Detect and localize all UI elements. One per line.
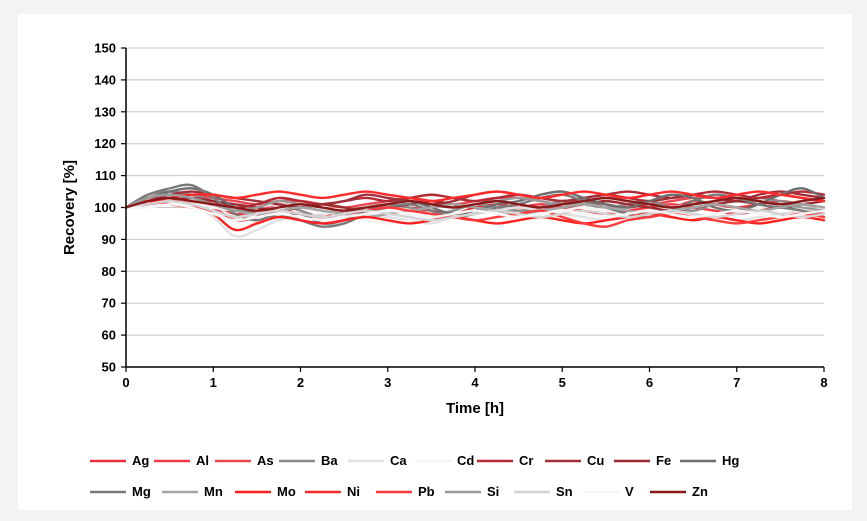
legend-item-pb: Pb	[376, 484, 435, 499]
y-tick-70: 70	[102, 296, 116, 311]
legend-label-cu: Cu	[587, 453, 604, 468]
legend-item-zn: Zn	[650, 484, 708, 499]
legend-label-sn: Sn	[556, 484, 573, 499]
legend-item-mg: Mg	[90, 484, 151, 499]
series-line-zn	[124, 196, 826, 212]
x-tick-8: 8	[820, 375, 827, 390]
legend-item-ni: Ni	[305, 484, 360, 499]
legend-label-mo: Mo	[277, 484, 296, 499]
legend-item-ba: Ba	[279, 453, 338, 468]
y-tick-80: 80	[102, 264, 116, 279]
legend-label-cr: Cr	[519, 453, 533, 468]
chart-panel: 50 60 70 80 90 100 110 120 130 140 150 0 1 2 3 4 5 6 7 8 T…	[18, 14, 852, 510]
axes	[125, 48, 824, 368]
legend-label-ba: Ba	[321, 453, 338, 468]
legend-label-si: Si	[487, 484, 499, 499]
legend-item-ag: Ag	[90, 453, 149, 468]
x-tick-2: 2	[297, 375, 304, 390]
legend-item-cd: Cd	[415, 453, 474, 468]
y-tick-60: 60	[102, 328, 116, 343]
legend-label-as: As	[257, 453, 274, 468]
legend-label-ag: Ag	[132, 453, 149, 468]
x-tick-6: 6	[646, 375, 653, 390]
legend-label-mg: Mg	[132, 484, 151, 499]
y-axis-title: Recovery [%]	[61, 160, 78, 255]
legend-item-sn: Sn	[514, 484, 573, 499]
legend-item-as: As	[215, 453, 274, 468]
legend-item-al: Al	[154, 453, 209, 468]
y-tick-110: 110	[95, 168, 116, 183]
legend-label-hg: Hg	[722, 453, 739, 468]
recovery-line-chart: 50 60 70 80 90 100 110 120 130 140 150 0 1 2 3 4 5 6 7 8 T…	[61, 41, 828, 500]
legend-label-v: V	[625, 484, 634, 499]
legend-label-ni: Ni	[347, 484, 360, 499]
legend-label-fe: Fe	[656, 453, 671, 468]
legend-item-mo: Mo	[235, 484, 296, 499]
legend-item-fe: Fe	[614, 453, 671, 468]
series-line-sn	[124, 199, 826, 222]
legend-label-al: Al	[196, 453, 209, 468]
y-tick-130: 130	[94, 104, 116, 119]
y-tick-100: 100	[94, 200, 116, 215]
legend-item-cu: Cu	[545, 453, 604, 468]
x-tick-7: 7	[733, 375, 740, 390]
x-tick-3: 3	[384, 375, 391, 390]
legend-label-ca: Ca	[390, 453, 407, 468]
y-tick-labels: 50 60 70 80 90 100 110 120 130 140 150	[94, 41, 116, 375]
x-tick-labels: 0 1 2 3 4 5 6 7 8	[122, 375, 827, 390]
series-line-ni	[124, 190, 826, 209]
legend-label-cd: Cd	[457, 453, 474, 468]
legend-item-si: Si	[445, 484, 499, 499]
legend-label-zn: Zn	[692, 484, 708, 499]
legend-label-pb: Pb	[418, 484, 435, 499]
y-tick-140: 140	[94, 72, 116, 87]
x-tick-0: 0	[122, 375, 129, 390]
y-tick-90: 90	[102, 232, 116, 247]
x-tick-1: 1	[210, 375, 217, 390]
y-tick-50: 50	[102, 360, 116, 375]
y-tick-120: 120	[94, 136, 116, 151]
series-line-cr	[124, 190, 826, 209]
series-line-mn	[124, 193, 826, 219]
legend-item-ca: Ca	[348, 453, 407, 468]
legend-item-v: V	[583, 484, 634, 499]
x-tick-5: 5	[559, 375, 566, 390]
legend-item-cr: Cr	[477, 453, 533, 468]
legend: Ag Al As Ba Ca Cd Cr Cu Fe Hg Mg Mn Mo Ni Pb Si Sn V Zn	[90, 453, 739, 499]
x-tick-4: 4	[471, 375, 479, 390]
series-lines	[124, 183, 826, 238]
legend-item-mn: Mn	[162, 484, 223, 499]
legend-item-hg: Hg	[680, 453, 739, 468]
series-line-v	[124, 203, 826, 222]
legend-label-mn: Mn	[204, 484, 223, 499]
y-tick-150: 150	[94, 41, 116, 56]
x-axis-title: Time [h]	[446, 400, 504, 417]
